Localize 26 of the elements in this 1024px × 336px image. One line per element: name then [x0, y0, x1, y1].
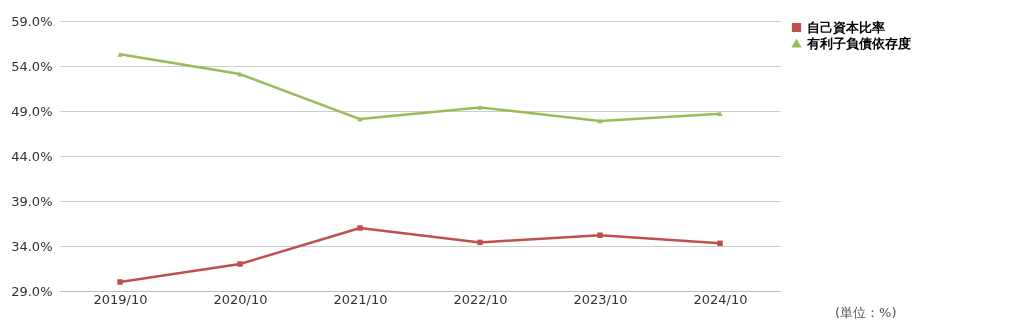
y-tick-label: 39.0%: [11, 193, 53, 209]
y-tick-label: 54.0%: [11, 58, 53, 74]
point: [357, 225, 363, 231]
y-tick-label: 29.0%: [11, 283, 53, 299]
legend-label: 自己資本比率: [807, 19, 885, 35]
text: (単位：%): [835, 305, 897, 320]
point: [117, 51, 123, 57]
y-tick-label: 59.0%: [11, 13, 53, 29]
point: [717, 240, 723, 247]
point: [477, 105, 483, 110]
point: [237, 261, 243, 267]
x-tick-label: 2024/10: [693, 291, 748, 307]
x-tick-label: 2019/10: [93, 291, 148, 307]
y-tick-label: 44.0%: [11, 148, 53, 164]
x-tick-label: 2021/10: [333, 291, 388, 307]
x-tick-label: 2020/10: [213, 291, 268, 307]
x-tick-label: 2022/10: [453, 291, 508, 307]
y-tick-label: 49.0%: [11, 103, 53, 119]
point: [597, 118, 603, 124]
point: [117, 279, 123, 285]
legend-label: 有利子負債依存度: [806, 35, 911, 51]
x-tick-label: 2023/10: [573, 291, 628, 307]
point: [477, 239, 483, 246]
point: [597, 232, 603, 238]
y-tick-label: 34.0%: [11, 238, 53, 254]
point: [717, 111, 723, 117]
